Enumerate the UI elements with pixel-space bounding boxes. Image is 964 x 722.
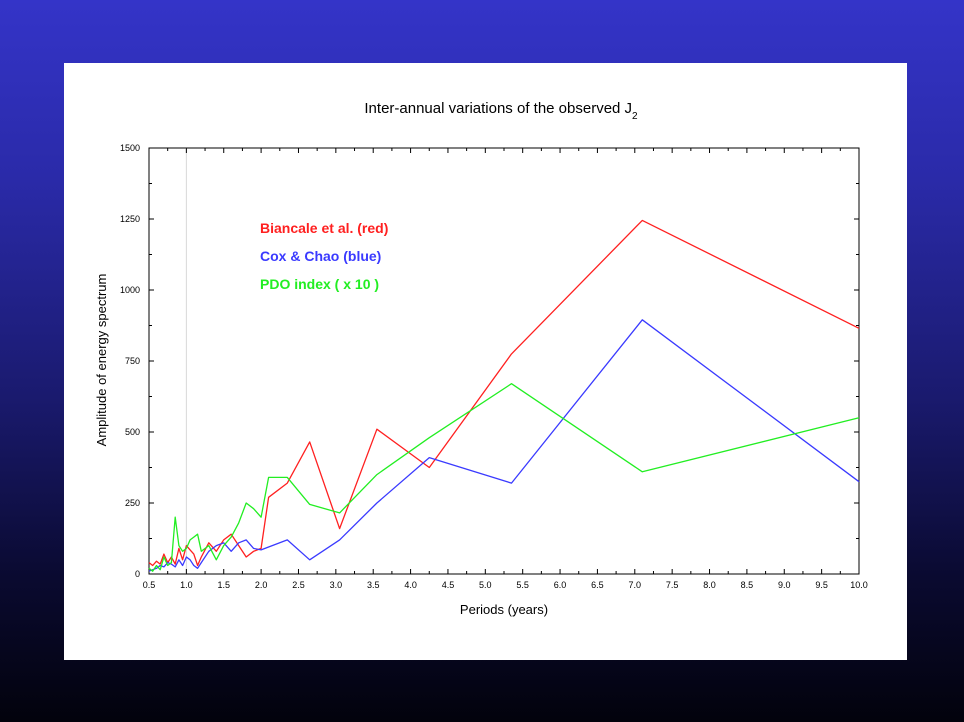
series-line-1 [148, 219, 860, 567]
y-tick-label: 1500 [120, 143, 140, 153]
chart-svg: Inter-annual variations of the observed … [94, 100, 868, 617]
x-tick-label: 6.0 [554, 580, 567, 590]
legend-entry-1: Biancale et al. (red) [260, 220, 388, 236]
x-tick-label: 7.5 [666, 580, 679, 590]
x-tick-label: 5.0 [479, 580, 492, 590]
plot-area: 0.5 1.0 1.5 2.0 2.5 3.0 3.5 4.0 4.5 5.0 5.5 6.0 6.5 7… [120, 143, 868, 590]
x-tick-label: 6.5 [591, 580, 604, 590]
series-line-3 [148, 383, 860, 572]
legend-entry-2: Cox & Chao (blue) [260, 248, 381, 264]
x-tick-label: 3.5 [367, 580, 380, 590]
x-tick-label: 7.0 [629, 580, 642, 590]
y-tick-label: 250 [125, 498, 140, 508]
x-tick-label: 8.5 [741, 580, 754, 590]
x-tick-label: 2.5 [292, 580, 305, 590]
legend-entry-3: PDO index ( x 10 ) [260, 276, 379, 292]
y-tick-label: 1000 [120, 285, 140, 295]
x-tick-label: 4.0 [404, 580, 417, 590]
x-tick-label: 2.0 [255, 580, 268, 590]
chart-legend: Biancale et al. (red) Cox & Chao (blue) PD… [260, 220, 388, 292]
chart-title: Inter-annual variations of the observed … [364, 100, 638, 122]
x-tick-label: 0.5 [143, 580, 156, 590]
x-tick-label: 9.0 [778, 580, 791, 590]
x-tick-label: 1.5 [217, 580, 230, 590]
x-tick-label: 10.0 [850, 580, 868, 590]
x-axis-title: Periods (years) [460, 602, 548, 617]
y-axis-title: Amplitude of energy spectrum [94, 274, 109, 447]
x-tick-label: 5.5 [516, 580, 529, 590]
series-line-2 [148, 319, 860, 572]
x-tick-label: 4.5 [442, 580, 455, 590]
y-tick-label: 500 [125, 427, 140, 437]
x-tick-label: 9.5 [815, 580, 828, 590]
x-tick-label: 3.0 [330, 580, 343, 590]
y-tick-label: 1250 [120, 214, 140, 224]
x-tick-label: 1.0 [180, 580, 193, 590]
y-tick-label: 750 [125, 356, 140, 366]
chart-panel: Inter-annual variations of the observed … [64, 63, 907, 660]
x-tick-label: 8.0 [703, 580, 716, 590]
y-tick-label: 0 [135, 569, 140, 579]
